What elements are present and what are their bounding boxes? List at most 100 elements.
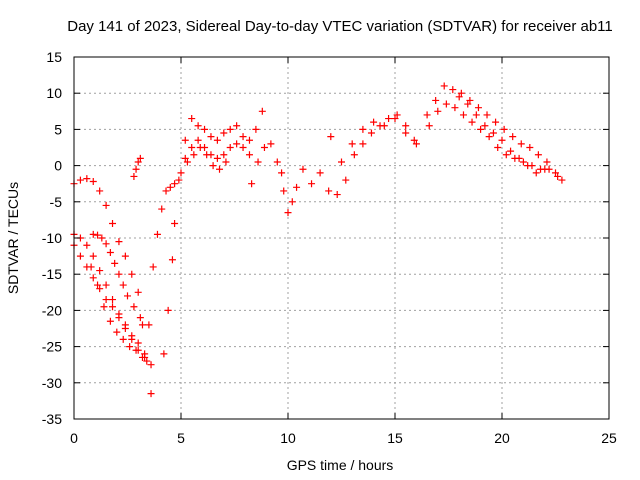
data-point [136, 154, 144, 162]
x-tick-label: 5 [177, 430, 185, 446]
data-point [119, 335, 127, 343]
data-point [153, 230, 161, 238]
data-point [171, 220, 179, 228]
data-point [380, 122, 388, 130]
data-point [348, 140, 356, 148]
data-point [164, 306, 172, 314]
axis-ticks: 0 5 10 15 20 25 -35 -30 -25 -20 -15 -10 -5 0 5 10 15 [42, 49, 617, 446]
data-point [160, 350, 168, 358]
data-point [220, 151, 228, 159]
data-point [201, 125, 209, 133]
data-point [121, 325, 129, 332]
data-point [498, 136, 506, 144]
data-point [385, 115, 393, 123]
data-point [102, 281, 110, 289]
data-point [350, 151, 358, 159]
series-track-l [248, 140, 286, 188]
data-point [106, 248, 114, 256]
y-tick-label: 10 [46, 85, 62, 101]
data-point [138, 321, 146, 329]
y-tick-label: -5 [50, 194, 63, 210]
data-point [213, 136, 221, 144]
data-point [477, 125, 485, 133]
data-point [233, 140, 241, 148]
y-tick-label: -25 [42, 339, 62, 355]
data-point [423, 111, 431, 119]
data-point [489, 129, 497, 137]
data-point [115, 314, 123, 322]
data-point [147, 390, 155, 398]
data-point [432, 96, 440, 104]
data-point [94, 231, 102, 239]
data-point [425, 122, 433, 130]
data-point [109, 303, 117, 311]
data-point [543, 158, 551, 166]
data-point [124, 292, 131, 300]
data-point [367, 129, 375, 137]
x-tick-label: 25 [601, 430, 617, 446]
data-point [451, 104, 459, 112]
data-point [278, 169, 286, 177]
series-track-r [455, 93, 549, 177]
data-point [106, 317, 114, 325]
data-point [293, 183, 301, 191]
y-tick-label: -30 [42, 375, 62, 391]
data-point [258, 107, 266, 115]
data-point [288, 198, 296, 206]
data-point [134, 288, 142, 296]
series-track-p [423, 82, 566, 184]
series-track-c [70, 241, 155, 369]
data-point [517, 140, 525, 148]
series-track-f [130, 154, 144, 180]
data-point [391, 115, 399, 123]
y-axis-label: SDTVAR / TECUs [5, 182, 21, 294]
data-point [128, 335, 136, 343]
data-point [220, 129, 228, 137]
x-tick-label: 0 [70, 430, 78, 446]
data-point [245, 136, 253, 144]
data-point [502, 151, 510, 159]
data-point [464, 100, 472, 108]
data-point [370, 118, 378, 126]
data-point [239, 133, 247, 141]
data-point [96, 285, 104, 293]
data-point [216, 165, 224, 173]
data-point [509, 133, 517, 141]
data-point [207, 133, 215, 141]
data-point [280, 187, 288, 195]
data-point [515, 154, 523, 162]
data-point [143, 357, 151, 365]
data-point [76, 252, 84, 260]
data-point [128, 270, 136, 278]
data-point [459, 111, 467, 119]
data-point [181, 154, 189, 162]
data-point [113, 328, 121, 336]
data-point [316, 169, 324, 177]
data-point [109, 296, 117, 304]
data-point [402, 122, 410, 130]
data-point [96, 187, 104, 195]
data-point [359, 125, 367, 133]
data-point [166, 183, 174, 191]
data-point [138, 353, 146, 361]
data-point [83, 175, 91, 183]
data-point [494, 144, 502, 151]
x-tick-label: 10 [280, 430, 296, 446]
data-point [130, 303, 138, 311]
data-point [534, 151, 542, 159]
y-tick-label: -20 [42, 302, 62, 318]
data-point [83, 241, 91, 249]
data-point [359, 140, 367, 148]
data-point [526, 144, 534, 151]
data-point [89, 274, 97, 282]
series-track-i [177, 107, 266, 177]
data-point [519, 158, 527, 166]
data-point [248, 180, 256, 188]
data-point [119, 281, 127, 289]
data-point [188, 115, 196, 123]
data-point [333, 191, 341, 199]
data-point [457, 89, 465, 97]
data-point [175, 176, 183, 184]
series-track-b [70, 230, 149, 358]
data-point [76, 176, 84, 184]
